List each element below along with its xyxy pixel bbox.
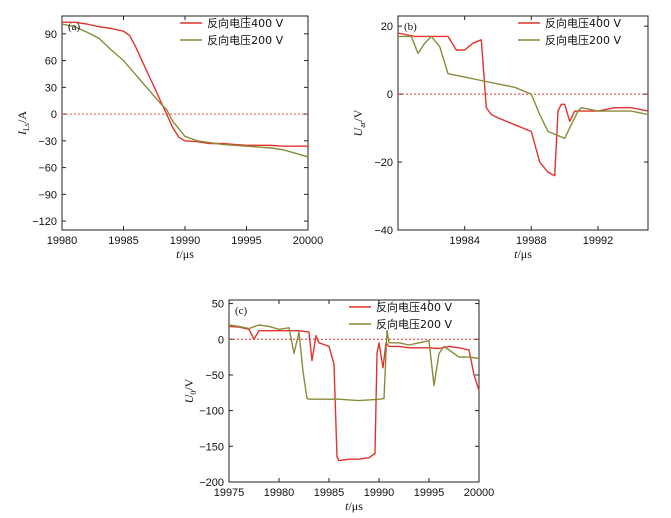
- legend-label: 反向电压200 V: [545, 33, 621, 47]
- x-tick-label: 19980: [47, 235, 78, 247]
- plot-frame: [228, 299, 480, 483]
- x-tick-label: 19990: [170, 235, 201, 247]
- y-tick-label: −60: [38, 163, 57, 175]
- y-tick-label: −50: [205, 370, 224, 382]
- series-line-olive: [398, 35, 649, 140]
- y-tick-label: 0: [51, 109, 57, 121]
- legend-label: 反向电压400 V: [207, 16, 283, 30]
- x-axis-label: t/μs: [514, 247, 532, 261]
- y-axis-label: Uar/V: [351, 109, 367, 136]
- y-tick-label: −90: [38, 189, 57, 201]
- x-tick-label: 19985: [314, 487, 345, 499]
- series-line-red: [62, 21, 308, 147]
- x-tick-label: 19975: [214, 487, 245, 499]
- x-tick-label: 19984: [449, 235, 480, 247]
- series-line-red: [397, 32, 649, 177]
- y-tick-label: 90: [45, 29, 57, 41]
- plot-frame: [397, 15, 649, 231]
- panel-label: (a): [68, 21, 81, 33]
- x-tick-label: 19988: [516, 235, 547, 247]
- series-line-olive: [61, 23, 309, 158]
- y-tick-label: −120: [32, 216, 57, 228]
- y-tick-label: 50: [212, 299, 224, 311]
- x-tick-label: 19990: [364, 487, 395, 499]
- x-tick-label: 19980: [264, 487, 295, 499]
- y-axis-label: ILs/A: [15, 111, 31, 136]
- plot-frame: [61, 15, 309, 231]
- y-axis-label: U0/V: [182, 378, 198, 403]
- x-tick-label: 20000: [293, 235, 324, 247]
- y-tick-label: −20: [374, 157, 393, 169]
- chart-panel-1: 19980 19985 19990 19995 20000 90 60 30 0 −30 −60 −9…: [15, 15, 324, 261]
- y-tick-label: 30: [45, 82, 57, 94]
- y-tick-label: −30: [38, 136, 57, 148]
- x-tick-label: 20000: [464, 487, 495, 499]
- legend-label: 反向电压200 V: [376, 317, 452, 331]
- y-tick-label: 20: [381, 21, 393, 33]
- legend-label: 反向电压400 V: [376, 300, 452, 314]
- series-line-red: [228, 325, 480, 462]
- series-line-olive: [228, 324, 480, 402]
- y-tick-label: 0: [387, 89, 393, 101]
- x-tick-label: 19995: [414, 487, 445, 499]
- y-tick-label: −200: [199, 477, 224, 489]
- legend-label: 反向电压200 V: [207, 33, 283, 47]
- chart-panel-3: 19975 19980 19985 19990 19995 20000 50 0 −50 −100…: [182, 299, 494, 513]
- x-axis-label: t/μs: [176, 247, 194, 261]
- y-tick-label: 0: [218, 334, 224, 346]
- x-axis-label: t/μs: [345, 499, 363, 513]
- x-tick-label: 19995: [231, 235, 262, 247]
- y-tick-label: 60: [45, 56, 57, 68]
- y-tick-label: −100: [199, 406, 224, 418]
- x-tick-label: 19992: [583, 235, 614, 247]
- panel-label: (b): [404, 21, 417, 33]
- chart-panel-2: 19984 19988 19992 20 0 −20 −40 (b) 反向电压400 V 反向电压…: [351, 15, 649, 261]
- legend-label: 反向电压400 V: [545, 16, 621, 30]
- panel-label: (c): [235, 305, 248, 317]
- x-tick-label: 19985: [108, 235, 139, 247]
- y-tick-label: −150: [199, 441, 224, 453]
- y-tick-label: −40: [374, 225, 393, 237]
